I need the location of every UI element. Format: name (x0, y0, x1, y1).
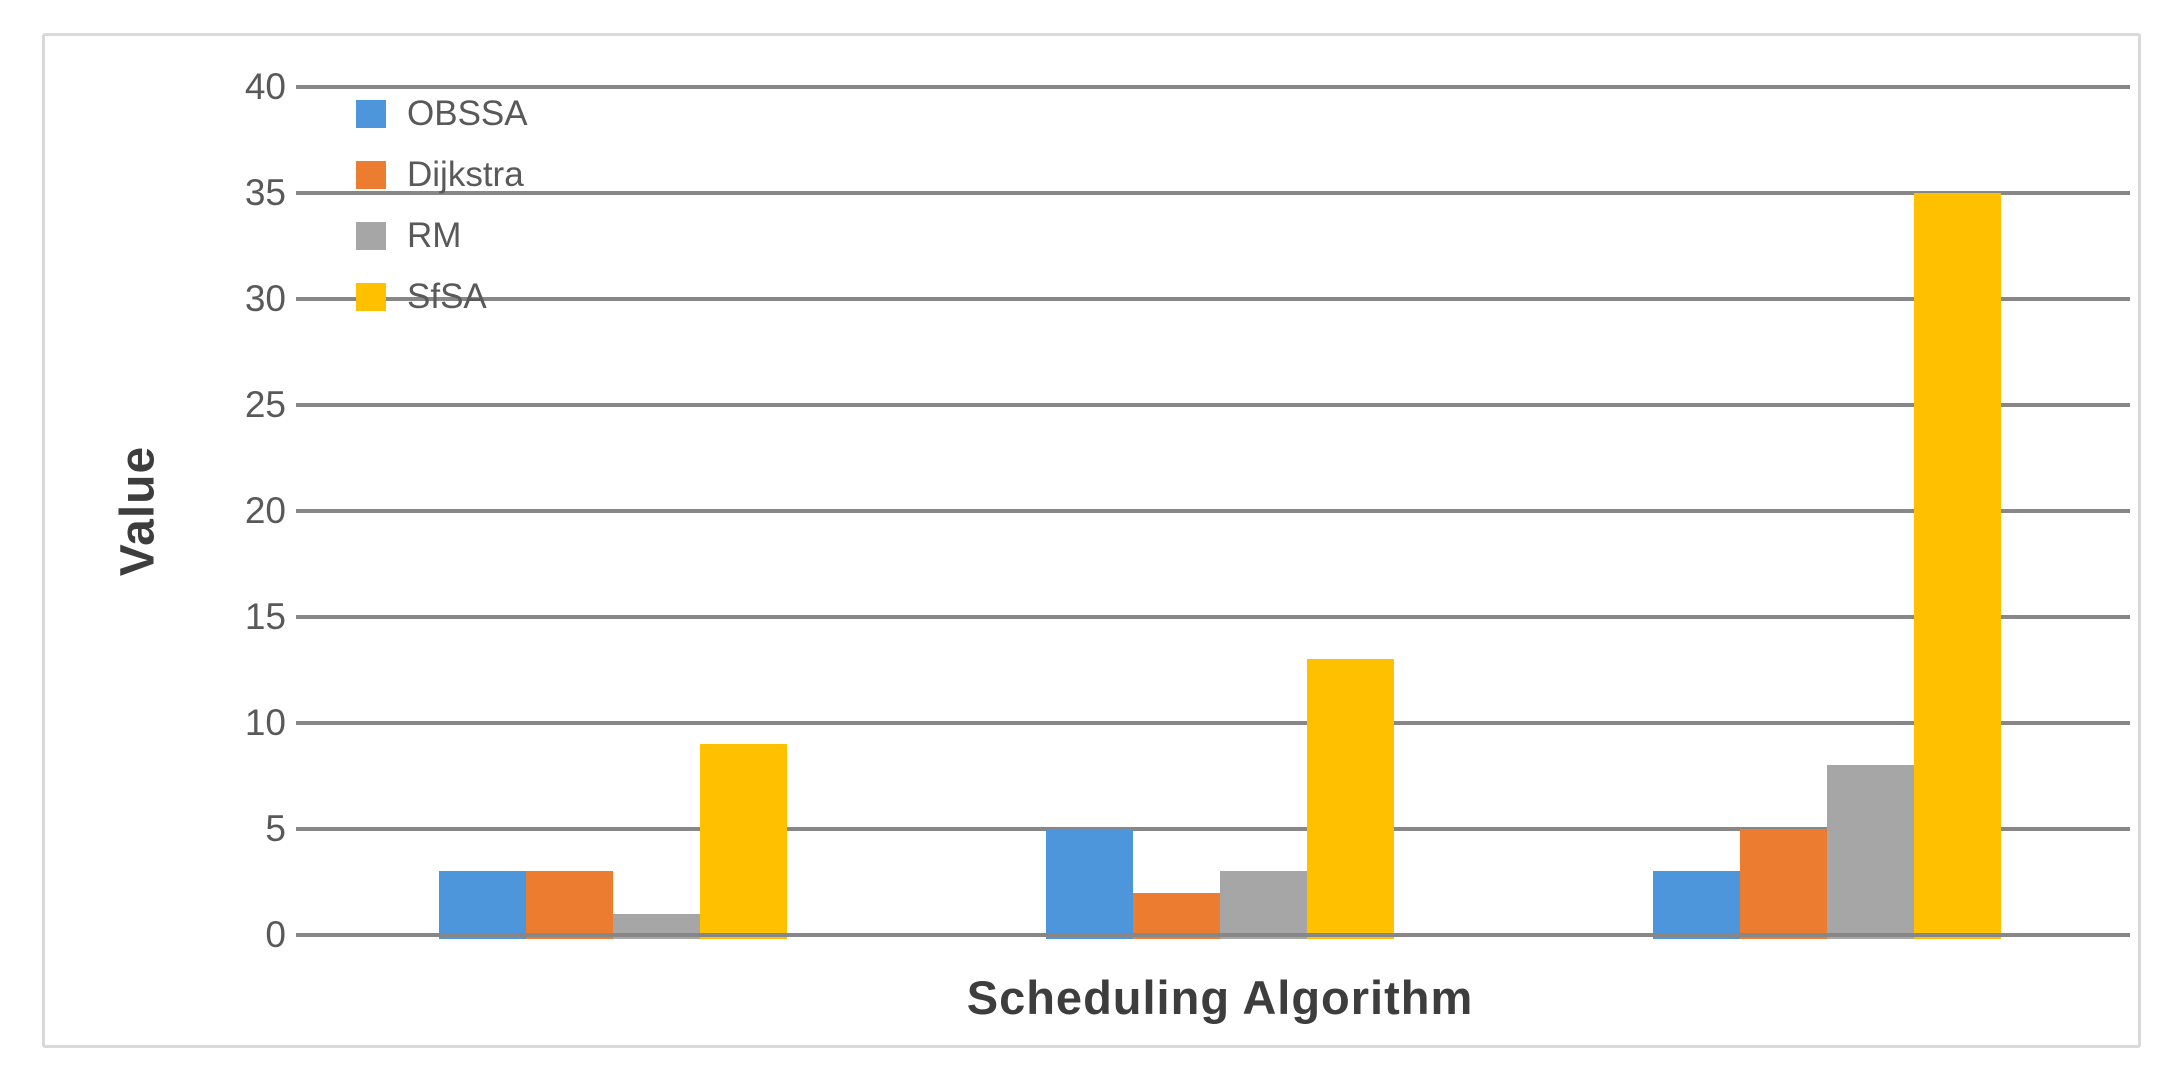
y-tick-label-25: 25 (244, 384, 286, 425)
gridline-y-30 (296, 297, 2130, 301)
legend-item-rm: RM (356, 215, 528, 256)
gridline-y-5 (296, 827, 2130, 831)
legend-swatch-obssa (356, 99, 386, 128)
x-axis-title: Scheduling Algorithm (966, 971, 1474, 1024)
legend-swatch-sfsa (356, 282, 386, 311)
gridline-y-0 (296, 933, 2130, 937)
y-axis-title: Value (111, 445, 165, 577)
gridline-y-20 (296, 509, 2130, 513)
gridline-y-35 (296, 191, 2130, 195)
y-tick-label-30: 30 (244, 278, 286, 319)
legend-swatch-dijkstra (356, 160, 386, 189)
bar-rm-group3 (1826, 765, 1914, 939)
bar-sfsa-group1 (700, 744, 788, 939)
gridline-y-10 (296, 721, 2130, 725)
y-tick-label-15: 15 (244, 596, 286, 637)
bar-dijkstra-group2 (1133, 892, 1220, 939)
legend: OBSSA Dijkstra RM SfSA (356, 93, 528, 317)
bar-dijkstra-group3 (1739, 829, 1827, 939)
bar-rm-group2 (1220, 871, 1307, 939)
y-tick-label-35: 35 (244, 172, 286, 213)
bar-obssa-group1 (439, 871, 527, 939)
legend-item-dijkstra: Dijkstra (356, 154, 528, 195)
bar-sfsa-group2 (1307, 659, 1394, 939)
gridline-y-40 (296, 85, 2130, 89)
legend-item-obssa: OBSSA (356, 93, 528, 134)
legend-label-sfsa: SfSA (407, 276, 487, 316)
y-tick-label-40: 40 (244, 66, 286, 107)
legend-label-obssa: OBSSA (407, 93, 528, 133)
bar-obssa-group3 (1652, 871, 1740, 939)
y-tick-label-0: 0 (265, 914, 286, 955)
bar-sfsa-group3 (1913, 193, 2001, 939)
gridline-y-25 (296, 403, 2130, 407)
y-tick-label-20: 20 (244, 490, 286, 531)
legend-item-sfsa: SfSA (356, 276, 528, 317)
y-tick-label-5: 5 (265, 808, 286, 849)
bar-dijkstra-group1 (526, 871, 614, 939)
legend-label-dijkstra: Dijkstra (407, 154, 524, 194)
bar-obssa-group2 (1046, 829, 1133, 939)
plot-area: 0 5 10 15 20 25 30 35 40 OBSSA Dijkstra RM SfSA (245, 66, 2130, 955)
y-tick-label-10: 10 (244, 702, 286, 743)
legend-swatch-rm (356, 221, 386, 250)
gridline-y-15 (296, 615, 2130, 619)
legend-label-rm: RM (407, 215, 462, 255)
